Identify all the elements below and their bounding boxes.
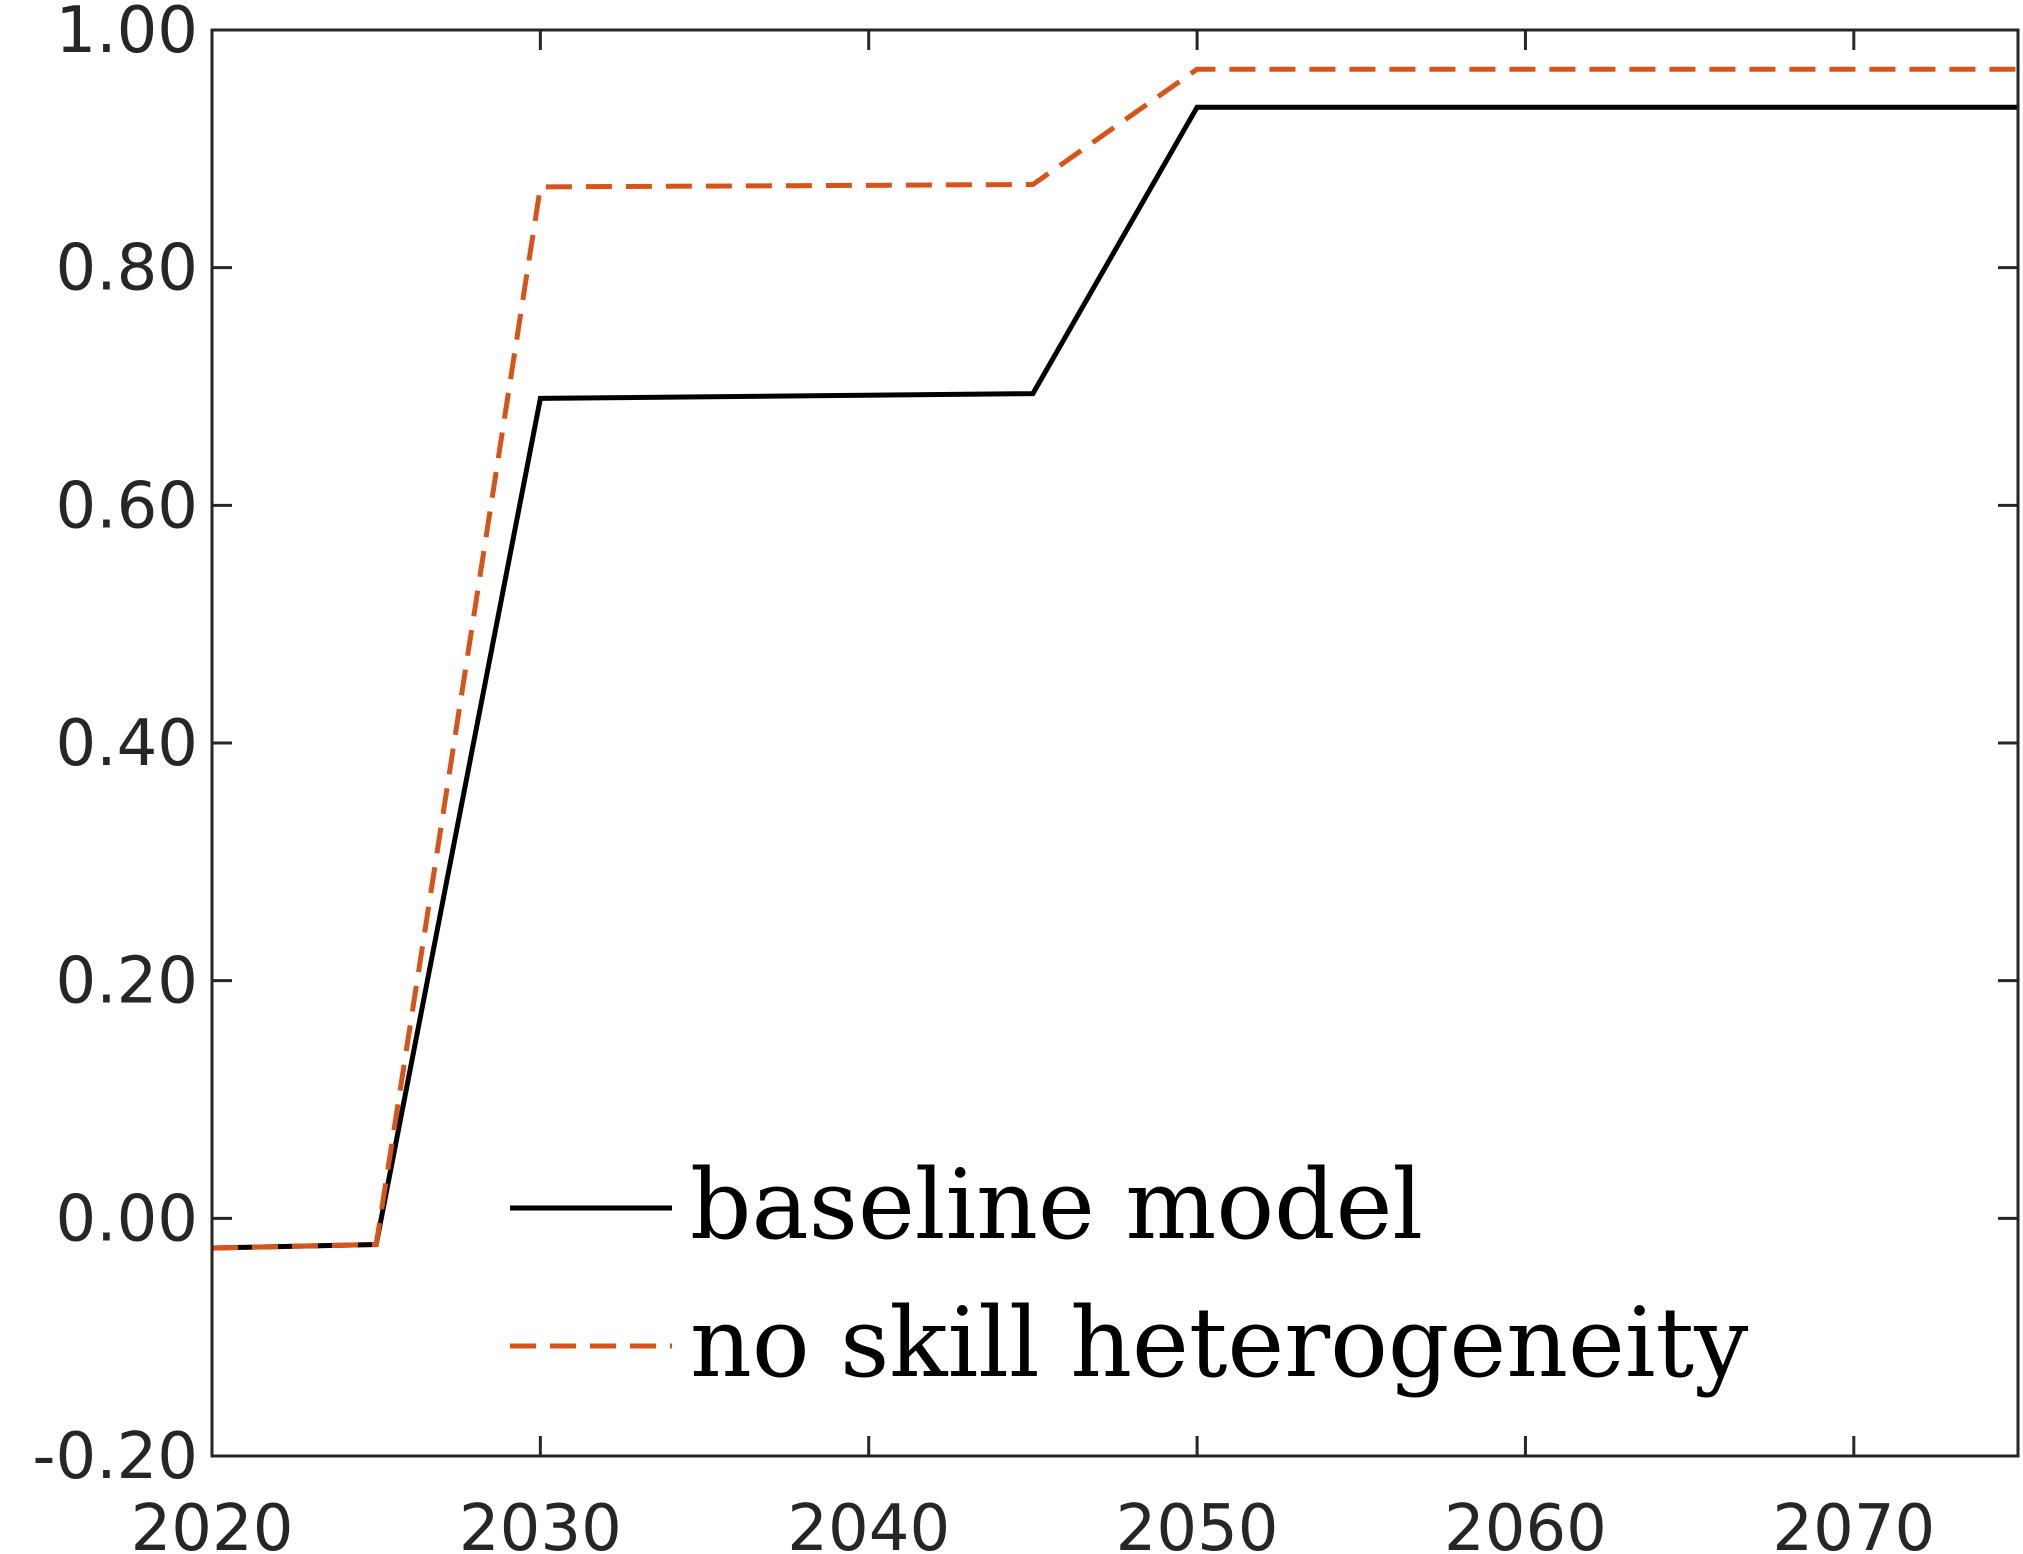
legend: baseline model no skill heterogeneity	[510, 1149, 1748, 1399]
x-tick-label: 2050	[1116, 1492, 1279, 1554]
ticks-layer: -0.20 0.00 0.20 0.40 0.60 0.80 1.00 2020 2030 204…	[32, 0, 2018, 1554]
y-tick-label: 0.80	[56, 232, 199, 306]
x-tick-label: 2030	[459, 1492, 622, 1554]
y-tick-label: -0.20	[32, 1420, 198, 1494]
y-tick-label: 0.00	[56, 1182, 199, 1256]
x-tick-label: 2060	[1444, 1492, 1607, 1554]
series-layer	[211, 66, 2018, 1251]
legend-label-baseline-model: baseline model	[690, 1149, 1423, 1261]
series-line-baseline-model	[211, 104, 2018, 1251]
y-tick-label: 0.40	[56, 707, 199, 781]
y-tick-label: 0.20	[56, 945, 199, 1019]
series-line-no-skill-heterogeneity	[211, 66, 2018, 1251]
x-tick-label: 2020	[131, 1492, 294, 1554]
y-tick-label: 0.60	[56, 469, 199, 543]
legend-label-no-skill-heterogeneity: no skill heterogeneity	[690, 1287, 1748, 1399]
y-tick-label: 1.00	[56, 0, 199, 68]
x-tick-label: 2070	[1772, 1492, 1935, 1554]
x-tick-label: 2040	[787, 1492, 950, 1554]
